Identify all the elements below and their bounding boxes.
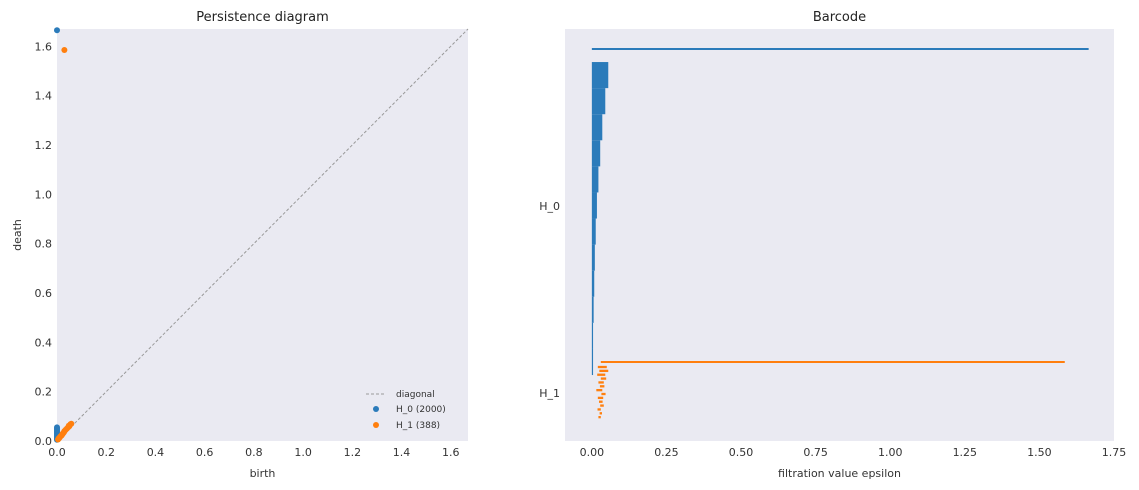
x-tick-2: 0.50 — [729, 446, 754, 459]
h0-bar-5 — [591, 166, 599, 193]
x-tick-1: 0.2 — [97, 446, 115, 459]
x-tick-0: 0.0 — [48, 446, 66, 459]
x-tick-5: 1.25 — [953, 446, 978, 459]
h1-bar-6 — [599, 385, 605, 388]
h1-bar-3 — [597, 373, 606, 376]
h0-bar-4 — [591, 140, 601, 167]
x-tick-7: 1.4 — [393, 446, 411, 459]
legend-h0-label: H_0 (2000) — [396, 405, 446, 415]
persistence-diagram-title: Persistence diagram — [196, 10, 329, 25]
h0-bar-3 — [591, 114, 603, 141]
h0-bar-7 — [591, 218, 596, 245]
x-axis-label-filtration: filtration value epsilon — [778, 467, 901, 480]
h1-bar-5 — [598, 381, 604, 384]
x-tick-4: 0.8 — [245, 446, 263, 459]
h0-bar-10 — [591, 296, 594, 323]
h0-point-0 — [54, 27, 60, 34]
h0-bar-12 — [591, 348, 594, 376]
y-tick-3: 0.6 — [35, 287, 53, 300]
h0-bar-2 — [591, 88, 606, 115]
y-tick-6: 1.2 — [35, 139, 53, 152]
barcode-panel: 0.00 0.25 0.50 0.75 1.00 1.25 1.50 1.75 H_0 H_1… — [539, 10, 1126, 480]
h1-point-16 — [54, 436, 61, 443]
h1-bar-12 — [597, 408, 601, 411]
x-tick-6: 1.2 — [344, 446, 362, 459]
x-tick-1: 0.25 — [654, 446, 679, 459]
x-tick-3: 0.6 — [196, 446, 214, 459]
barcode-bars — [591, 48, 1089, 419]
h1-bar-4 — [600, 377, 607, 380]
y-tick-7: 1.4 — [35, 90, 53, 103]
x-tick-labels: 0.0 0.2 0.4 0.6 0.8 1.0 1.2 1.4 1.6 — [48, 446, 459, 459]
h1-point-0 — [61, 46, 68, 53]
y-tick-8: 1.6 — [35, 40, 53, 53]
h1-point-19 — [65, 422, 72, 429]
h1-bar-0 — [600, 361, 1065, 363]
x-tick-6: 1.50 — [1027, 446, 1052, 459]
y-tick-1: 0.2 — [35, 386, 53, 399]
diagonal-line — [56, 28, 469, 442]
h1-bar-11 — [600, 404, 604, 407]
h0-bar-6 — [591, 192, 597, 219]
legend-h1-label: H_1 (388) — [396, 421, 440, 431]
legend-h0-swatch — [373, 406, 379, 412]
h0-bar-0 — [591, 48, 1089, 50]
h1-bar-14 — [598, 416, 601, 419]
y-tick-2: 0.4 — [35, 336, 53, 349]
x-tick-8: 1.6 — [442, 446, 460, 459]
x-tick-7: 1.75 — [1102, 446, 1127, 459]
h1-bar-8 — [601, 392, 606, 396]
h0-bar-9 — [591, 270, 595, 297]
legend-h1-swatch — [373, 422, 379, 428]
barcode-axes — [565, 29, 1114, 441]
h0-bar-11 — [591, 322, 594, 349]
y-tick-labels: 0.0 0.2 0.4 0.6 0.8 1.0 1.2 1.4 1.6 — [35, 40, 53, 448]
h1-bar-2 — [599, 369, 609, 373]
y-tick-4: 0.8 — [35, 238, 53, 251]
h1-bar-7 — [596, 389, 603, 392]
x-tick-3: 0.75 — [803, 446, 828, 459]
persistence-diagram-panel: 0.0 0.2 0.4 0.6 0.8 1.0 1.2 1.4 1.6 0.0 0.2 0.4 0.6… — [11, 10, 469, 480]
x-tick-5: 1.0 — [294, 446, 312, 459]
x-tick-labels: 0.00 0.25 0.50 0.75 1.00 1.25 1.50 1.75 — [580, 446, 1127, 459]
category-label-h1: H_1 — [539, 387, 560, 400]
persistence-points — [54, 27, 75, 443]
y-tick-0: 0.0 — [35, 435, 53, 448]
h1-bar-10 — [599, 400, 603, 403]
x-tick-4: 1.00 — [878, 446, 903, 459]
x-axis-label-birth: birth — [250, 467, 276, 480]
legend: diagonal H_0 (2000) H_1 (388) — [366, 390, 446, 431]
y-tick-5: 1.0 — [35, 188, 53, 201]
h1-bar-9 — [597, 396, 604, 400]
h1-bar-1 — [597, 365, 607, 369]
y-axis-label-death: death — [11, 219, 24, 251]
barcode-title: Barcode — [813, 10, 866, 25]
h0-bar-8 — [591, 244, 595, 271]
x-tick-0: 0.00 — [580, 446, 605, 459]
category-label-h0: H_0 — [539, 200, 560, 213]
x-tick-2: 0.4 — [147, 446, 165, 459]
legend-diagonal-label: diagonal — [396, 390, 435, 400]
h0-bar-1 — [591, 62, 609, 89]
h1-bar-13 — [599, 412, 602, 415]
